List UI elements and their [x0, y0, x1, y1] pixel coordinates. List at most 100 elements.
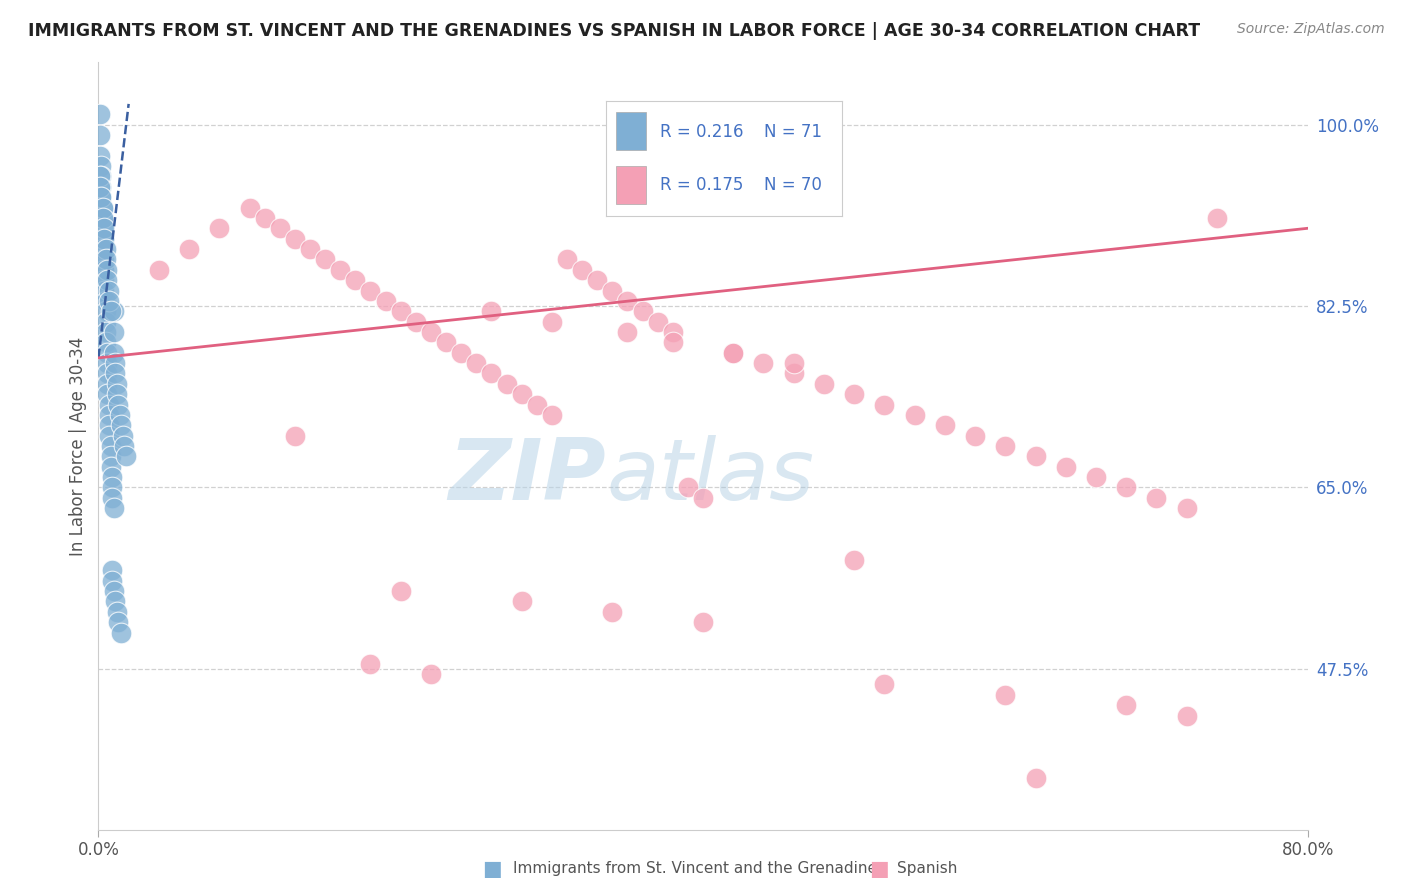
Point — [94, 325, 117, 339]
Point — [631, 304, 654, 318]
Point — [94, 252, 117, 267]
Point — [1175, 708, 1198, 723]
Point — [965, 428, 987, 442]
Point — [103, 345, 125, 359]
Point — [103, 325, 125, 339]
Point — [481, 304, 503, 318]
Point — [98, 293, 121, 308]
Point — [540, 315, 562, 329]
Point — [148, 262, 170, 277]
Point — [98, 284, 121, 298]
Point — [1115, 698, 1137, 713]
Point — [93, 252, 115, 267]
Point — [89, 179, 111, 194]
Point — [495, 376, 517, 391]
Point — [269, 221, 291, 235]
Point — [616, 325, 638, 339]
Point — [783, 356, 806, 370]
Text: ■: ■ — [869, 859, 889, 879]
Point — [104, 367, 127, 381]
Text: Source: ZipAtlas.com: Source: ZipAtlas.com — [1237, 22, 1385, 37]
Point — [90, 179, 112, 194]
Point — [555, 252, 578, 267]
Point — [114, 450, 136, 464]
Point — [90, 169, 112, 184]
Point — [389, 584, 412, 599]
Point — [873, 677, 896, 691]
Point — [90, 159, 112, 173]
Point — [91, 201, 114, 215]
Point — [844, 387, 866, 401]
Point — [111, 428, 134, 442]
Point — [91, 242, 114, 256]
Point — [98, 428, 121, 442]
Point — [510, 594, 533, 608]
Point — [299, 242, 322, 256]
Point — [107, 398, 129, 412]
Point — [105, 387, 128, 401]
Point — [616, 293, 638, 308]
Point — [103, 501, 125, 516]
Point — [994, 439, 1017, 453]
Point — [661, 325, 683, 339]
Point — [253, 211, 276, 225]
Point — [602, 605, 624, 619]
Point — [602, 284, 624, 298]
Point — [1175, 501, 1198, 516]
Point — [676, 480, 699, 494]
Text: atlas: atlas — [606, 435, 814, 518]
Point — [91, 201, 114, 215]
Point — [98, 408, 121, 422]
Point — [94, 293, 117, 308]
Point — [873, 398, 896, 412]
Point — [329, 262, 352, 277]
Point — [89, 169, 111, 184]
Point — [98, 398, 121, 412]
Point — [1115, 480, 1137, 494]
Point — [100, 450, 122, 464]
Point — [405, 315, 427, 329]
Point — [360, 284, 382, 298]
Point — [93, 262, 115, 277]
Point — [101, 470, 124, 484]
Point — [239, 201, 262, 215]
Text: Spanish: Spanish — [897, 862, 957, 876]
Point — [904, 408, 927, 422]
Point — [94, 315, 117, 329]
Point — [91, 232, 114, 246]
Point — [526, 398, 548, 412]
Point — [104, 356, 127, 370]
Point — [661, 335, 683, 350]
Point — [360, 657, 382, 671]
Point — [96, 376, 118, 391]
Point — [96, 356, 118, 370]
Point — [101, 491, 124, 505]
Point — [1085, 470, 1108, 484]
Point — [994, 688, 1017, 702]
Point — [100, 304, 122, 318]
Point — [723, 345, 745, 359]
Text: ■: ■ — [482, 859, 502, 879]
Point — [96, 273, 118, 287]
Point — [89, 149, 111, 163]
Point — [93, 273, 115, 287]
Point — [101, 480, 124, 494]
Point — [104, 594, 127, 608]
Point — [89, 107, 111, 121]
Point — [101, 574, 124, 588]
Point — [94, 335, 117, 350]
Point — [93, 221, 115, 235]
Point — [112, 439, 135, 453]
Point — [510, 387, 533, 401]
Point — [90, 190, 112, 204]
Point — [344, 273, 367, 287]
Point — [450, 345, 472, 359]
Text: Immigrants from St. Vincent and the Grenadines: Immigrants from St. Vincent and the Gren… — [513, 862, 886, 876]
Point — [1024, 771, 1046, 785]
Point — [284, 428, 307, 442]
Point — [103, 584, 125, 599]
Point — [103, 304, 125, 318]
Point — [100, 439, 122, 453]
Point — [98, 418, 121, 433]
Point — [813, 376, 835, 391]
